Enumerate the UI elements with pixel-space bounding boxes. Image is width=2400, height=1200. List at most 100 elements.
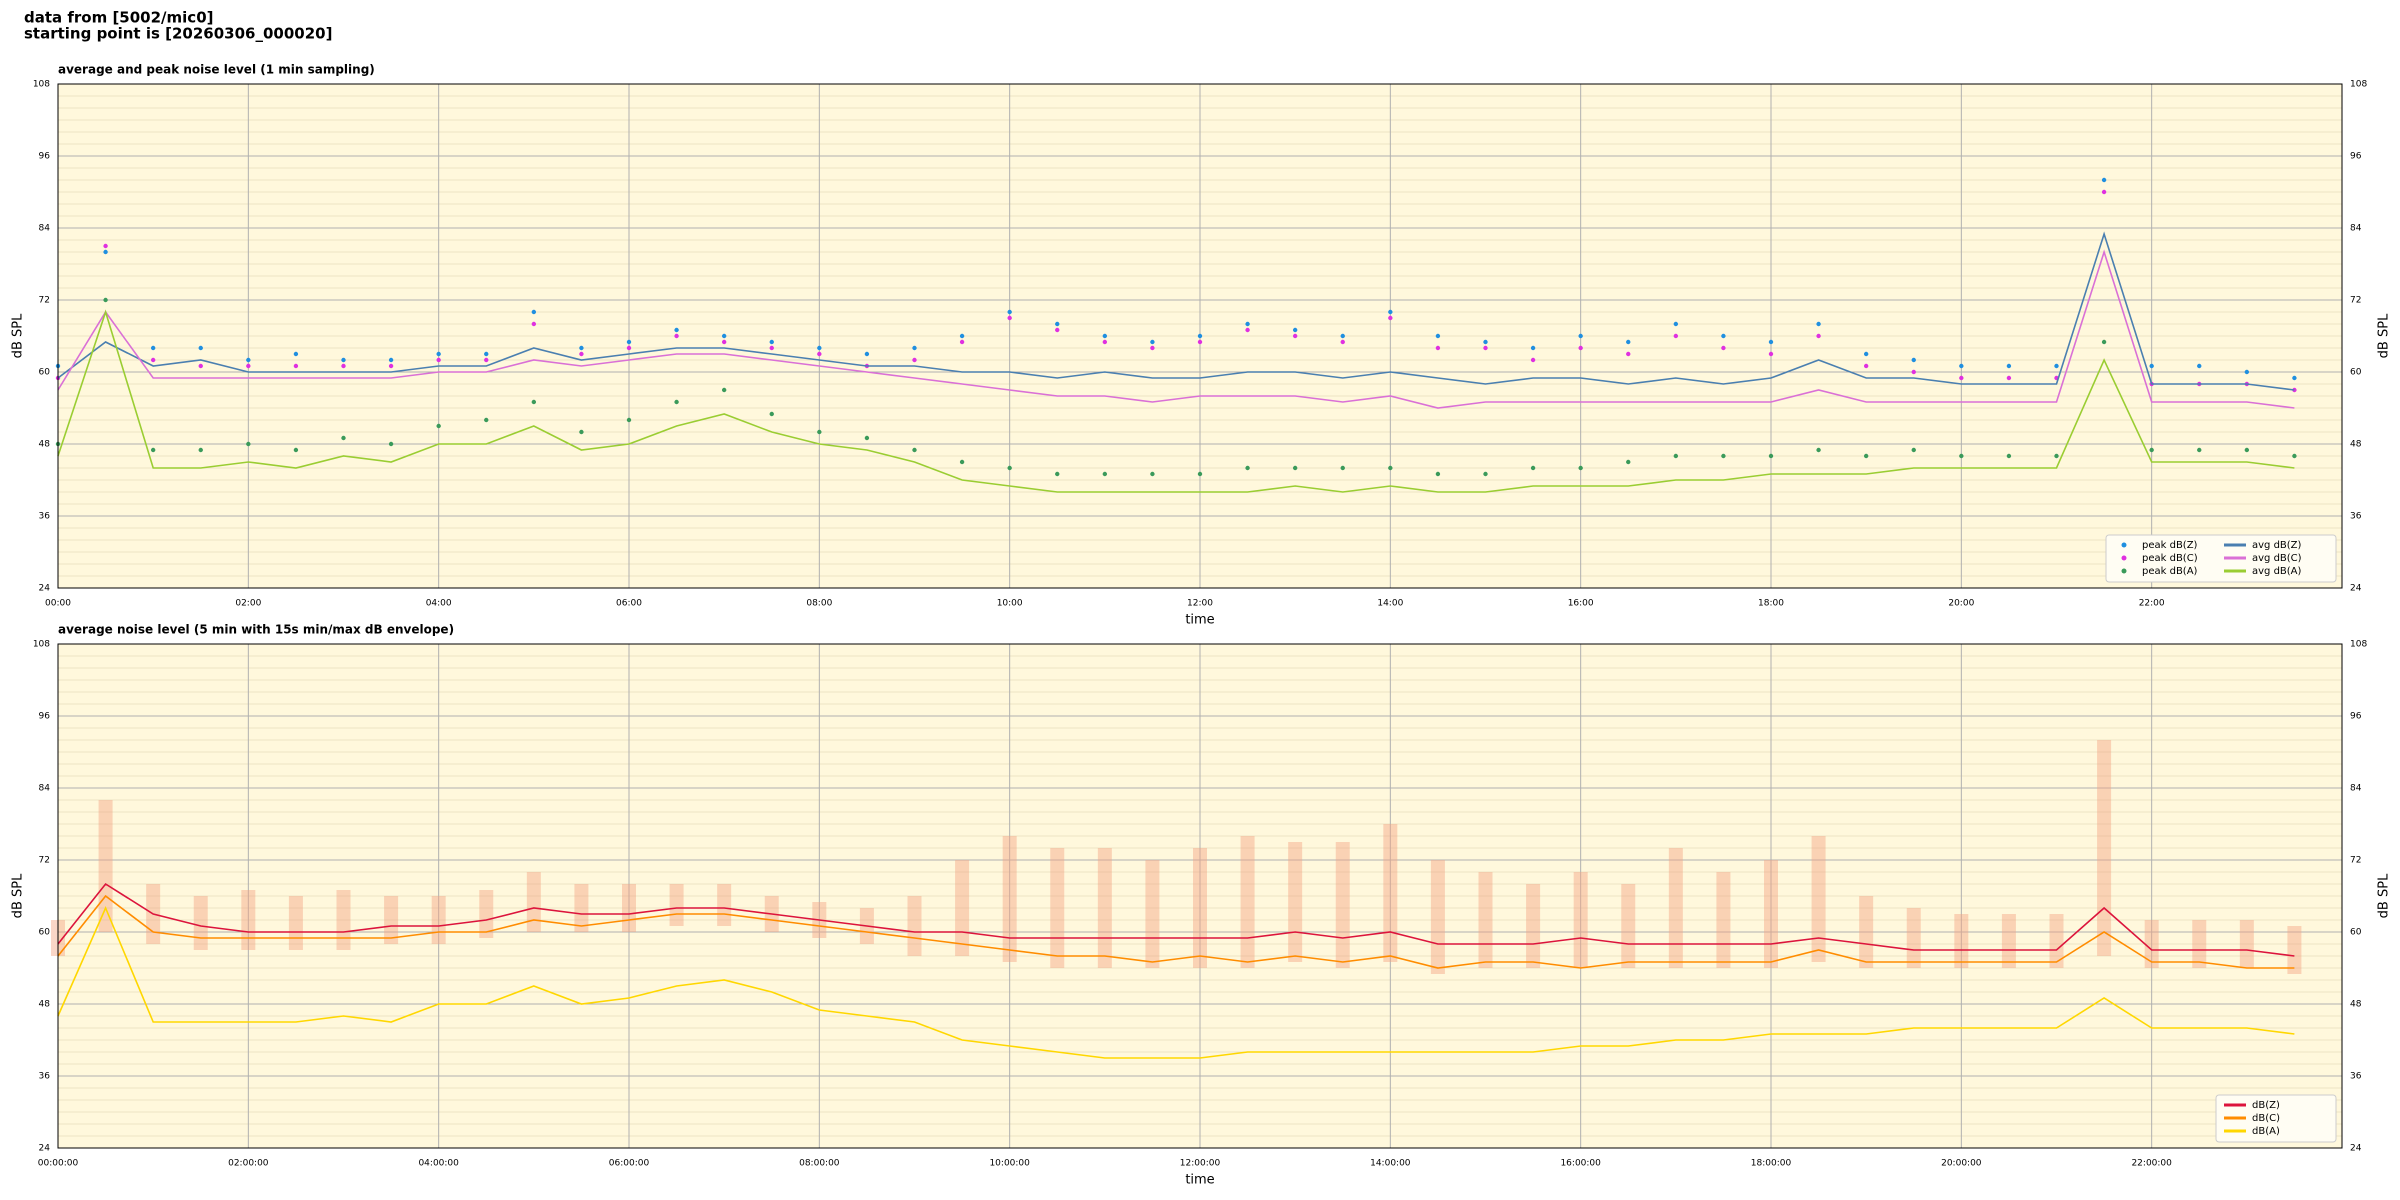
x-tick-label: 20:00:00 (1941, 1159, 1982, 1169)
legend-box (2105, 534, 2337, 583)
x-tick-label: 12:00 (1187, 599, 1213, 609)
x-tick-label: 16:00:00 (1560, 1159, 1601, 1169)
peak-point (150, 345, 156, 351)
legend-marker (2121, 555, 2127, 561)
peak-point (912, 345, 917, 351)
peak-point (579, 345, 584, 351)
peak-point (2101, 189, 2107, 195)
subplot-title: average and peak noise level (1 min samp… (58, 63, 375, 77)
peak-point (1197, 471, 1203, 477)
peak-point (1245, 327, 1250, 333)
peak-point (1340, 333, 1345, 339)
peak-point (531, 309, 537, 315)
y-tick-label: 108 (33, 640, 50, 650)
peak-point (1150, 345, 1155, 351)
peak-point (2149, 363, 2154, 369)
peak-point (1388, 465, 1393, 471)
x-tick-label: 08:00:00 (799, 1159, 840, 1169)
peak-point (1007, 315, 1012, 321)
peak-point (864, 435, 870, 441)
y-axis-label: dB SPL (11, 313, 26, 358)
peak-point (2292, 387, 2297, 393)
x-tick-label: 20:00 (1948, 599, 1974, 609)
y-tick-label: 84 (39, 784, 51, 794)
peak-point (579, 429, 584, 435)
peak-point (912, 447, 917, 453)
peak-point (2244, 447, 2250, 453)
peak-point (1483, 339, 1488, 345)
peak-point (2006, 363, 2012, 369)
y-tick-label: 72 (39, 296, 50, 306)
peak-point (1721, 345, 1726, 351)
peak-point (198, 363, 203, 369)
peak-point (1816, 447, 1821, 453)
header-start: starting point is [20260306_000020] (24, 25, 332, 43)
subplot-title: average noise level (5 min with 15s min/… (58, 623, 454, 637)
series-line (57, 882, 2295, 957)
peak-point (2197, 363, 2202, 369)
peak-point (1911, 447, 1916, 453)
peak-point (912, 357, 917, 363)
peak-point (2292, 453, 2297, 459)
peak-point (721, 339, 727, 345)
y2-tick-label: 84 (2350, 784, 2362, 794)
peak-point (1863, 351, 1869, 357)
y2-tick-label: 72 (2350, 856, 2361, 866)
legend-label: dB(Z) (2252, 1100, 2280, 1111)
y-tick-label: 72 (39, 856, 50, 866)
x-axis-label: time (1185, 1173, 1214, 1188)
peak-point (817, 351, 822, 357)
y2-tick-label: 36 (2350, 1072, 2362, 1082)
peak-point (2197, 447, 2202, 453)
x-tick-label: 18:00 (1758, 599, 1784, 609)
peak-point (959, 459, 965, 465)
x-tick-label: 18:00:00 (1751, 1159, 1792, 1169)
x-axis-label: time (1185, 613, 1214, 628)
y2-tick-label: 96 (2350, 152, 2362, 162)
peak-point (1388, 315, 1393, 321)
peak-point (769, 339, 774, 345)
peak-point (1959, 375, 1964, 381)
x-tick-label: 10:00:00 (989, 1159, 1030, 1169)
plot-frame (57, 643, 2343, 1149)
peak-point (484, 351, 489, 357)
peak-point (1150, 471, 1155, 477)
peak-point (246, 357, 251, 363)
y-tick-label: 48 (39, 440, 51, 450)
peak-point (1150, 339, 1155, 345)
x-tick-label: 02:00 (235, 599, 261, 609)
peak-point (1197, 333, 1203, 339)
series-line (57, 309, 2295, 493)
peak-point (531, 321, 537, 327)
peak-point (1055, 327, 1060, 333)
y2-tick-label: 84 (2350, 224, 2362, 234)
peak-point (293, 351, 299, 357)
y2-tick-label: 60 (2350, 928, 2362, 938)
y2-tick-label: 24 (2350, 1144, 2362, 1154)
series-line (57, 894, 2295, 969)
peak-point (721, 387, 727, 393)
legend-label: dB(A) (2252, 1126, 2280, 1137)
peak-point (341, 435, 346, 441)
x-tick-label: 06:00:00 (609, 1159, 650, 1169)
peak-point (1245, 321, 1250, 327)
peak-point (1292, 327, 1298, 333)
peak-point (341, 363, 346, 369)
y-tick-label: 84 (39, 224, 51, 234)
peak-point (1768, 351, 1774, 357)
peak-point (293, 447, 299, 453)
peak-point (1721, 453, 1726, 459)
peak-point (626, 417, 632, 423)
peak-point (1768, 453, 1774, 459)
y-tick-label: 96 (39, 152, 51, 162)
peak-point (531, 399, 537, 405)
legend-marker (2121, 542, 2127, 548)
peak-point (150, 357, 156, 363)
header-source: data from [5002/mic0] (24, 9, 214, 27)
y-tick-label: 24 (39, 1144, 51, 1154)
peak-point (1626, 339, 1631, 345)
plot-frame (57, 83, 2343, 589)
y2-tick-label: 48 (2350, 1000, 2362, 1010)
peak-point (388, 357, 394, 363)
x-tick-label: 06:00 (616, 599, 642, 609)
